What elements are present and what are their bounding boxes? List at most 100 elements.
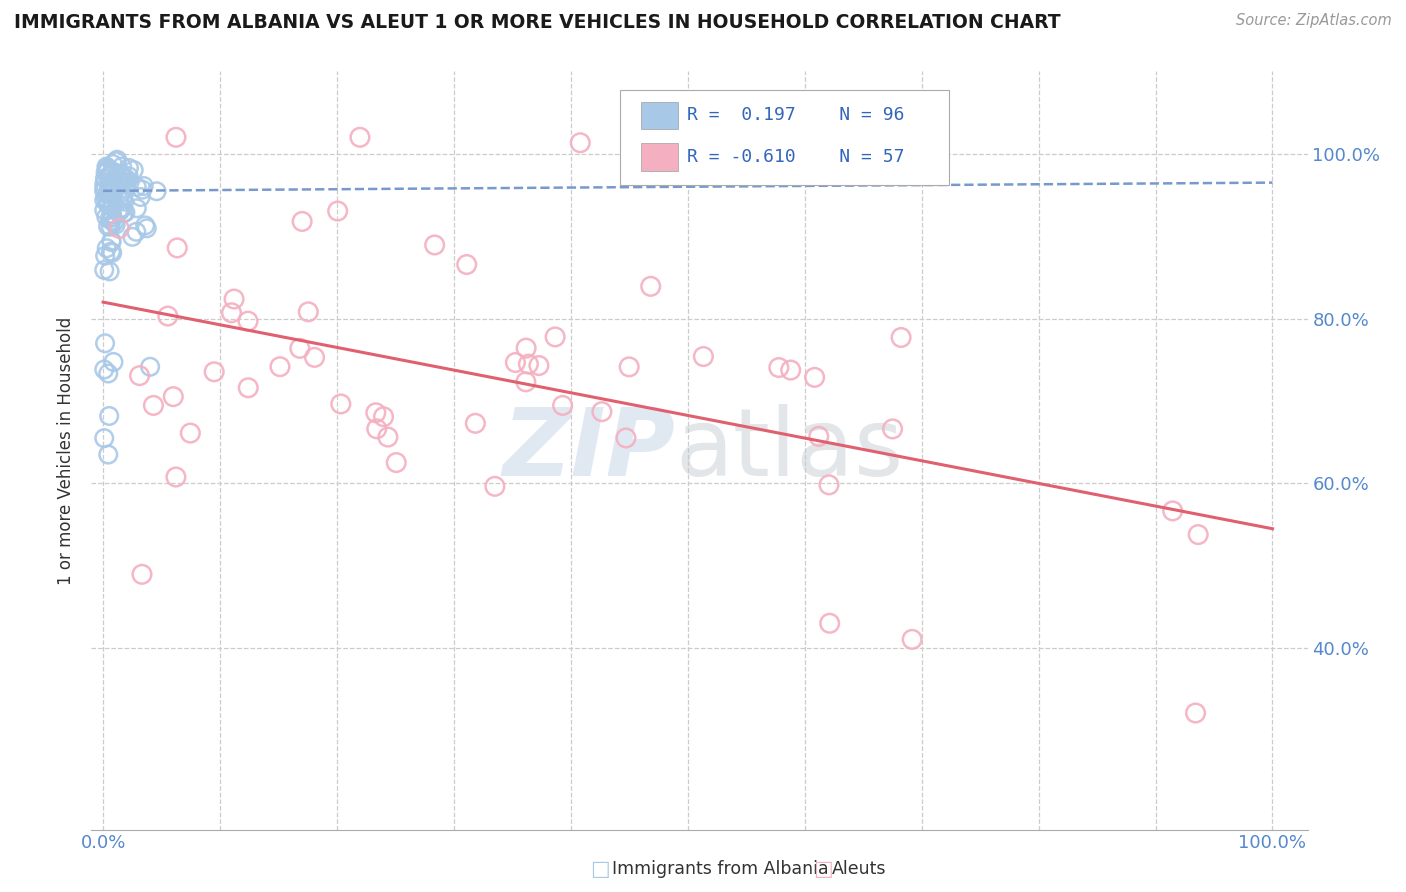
Point [122, 163, 145, 178]
Point [373, 409, 395, 424]
Point [103, 215, 125, 229]
Point [779, 363, 801, 377]
Point [569, 136, 592, 150]
Point [97, 182, 120, 196]
Point [111, 160, 134, 174]
Point [551, 399, 574, 413]
Point [288, 342, 311, 356]
Text: □: □ [591, 859, 610, 879]
Point [93, 184, 115, 198]
Point [614, 431, 637, 445]
Point [349, 130, 371, 145]
Y-axis label: 1 or more Vehicles in Household: 1 or more Vehicles in Household [58, 317, 76, 584]
Point [100, 207, 122, 221]
Point [179, 426, 201, 441]
Point [329, 397, 352, 411]
Point [96, 160, 118, 174]
Point [101, 210, 124, 224]
Point [377, 430, 399, 444]
Point [1184, 706, 1206, 720]
Point [166, 241, 188, 255]
Point [131, 183, 153, 197]
Point [100, 187, 122, 202]
Point [100, 213, 122, 227]
Point [98, 211, 121, 226]
Point [114, 205, 136, 219]
Point [108, 178, 131, 192]
Text: R =  0.197    N = 96: R = 0.197 N = 96 [688, 106, 905, 124]
Point [807, 429, 830, 443]
Point [1187, 527, 1209, 541]
Point [98, 264, 121, 278]
Point [803, 370, 825, 384]
Point [97, 219, 120, 234]
Point [269, 359, 291, 374]
Text: Immigrants from Albania: Immigrants from Albania [612, 860, 828, 878]
Point [94, 191, 117, 205]
Point [96, 162, 118, 177]
Point [818, 478, 841, 492]
Point [890, 330, 912, 344]
Point [101, 165, 124, 179]
Point [423, 238, 446, 252]
Point [100, 199, 122, 213]
Point [517, 357, 540, 371]
Point [128, 368, 150, 383]
Point [101, 157, 124, 171]
Point [108, 177, 131, 191]
Point [162, 390, 184, 404]
Point [97, 197, 120, 211]
Point [125, 201, 148, 215]
Point [221, 306, 243, 320]
Text: IMMIGRANTS FROM ALBANIA VS ALEUT 1 OR MORE VEHICLES IN HOUSEHOLD CORRELATION CHA: IMMIGRANTS FROM ALBANIA VS ALEUT 1 OR MO… [14, 13, 1060, 32]
Point [156, 309, 179, 323]
Point [101, 245, 124, 260]
Point [132, 179, 155, 194]
Text: Aleuts: Aleuts [832, 860, 887, 878]
Text: Source: ZipAtlas.com: Source: ZipAtlas.com [1236, 13, 1392, 29]
Text: ZIP: ZIP [502, 404, 675, 497]
Point [515, 341, 537, 355]
Point [326, 204, 349, 219]
Point [97, 161, 120, 176]
Point [135, 221, 157, 235]
Point [134, 219, 156, 233]
Point [93, 203, 115, 218]
Point [129, 190, 152, 204]
Point [121, 230, 143, 244]
Point [112, 176, 135, 190]
Point [103, 196, 125, 211]
Point [103, 179, 125, 194]
Point [108, 221, 131, 235]
Point [125, 180, 148, 194]
Point [110, 186, 132, 201]
Point [93, 362, 115, 376]
Point [115, 171, 138, 186]
Point [105, 153, 128, 167]
Point [617, 359, 640, 374]
Point [112, 171, 135, 186]
Point [101, 182, 124, 196]
Point [101, 199, 124, 213]
Point [100, 169, 122, 183]
Point [97, 367, 120, 381]
Point [100, 244, 122, 259]
Point [505, 355, 527, 369]
Point [101, 207, 124, 221]
Point [464, 417, 486, 431]
Point [882, 422, 904, 436]
Point [101, 190, 124, 204]
Point [93, 178, 115, 192]
Point [101, 186, 124, 201]
Point [96, 210, 118, 224]
Point [640, 279, 662, 293]
Point [222, 292, 245, 306]
Point [118, 161, 141, 175]
Point [107, 171, 129, 186]
Point [291, 214, 314, 228]
Point [591, 405, 613, 419]
Point [94, 336, 117, 351]
Point [544, 330, 567, 344]
Point [100, 234, 122, 248]
Point [114, 181, 136, 195]
